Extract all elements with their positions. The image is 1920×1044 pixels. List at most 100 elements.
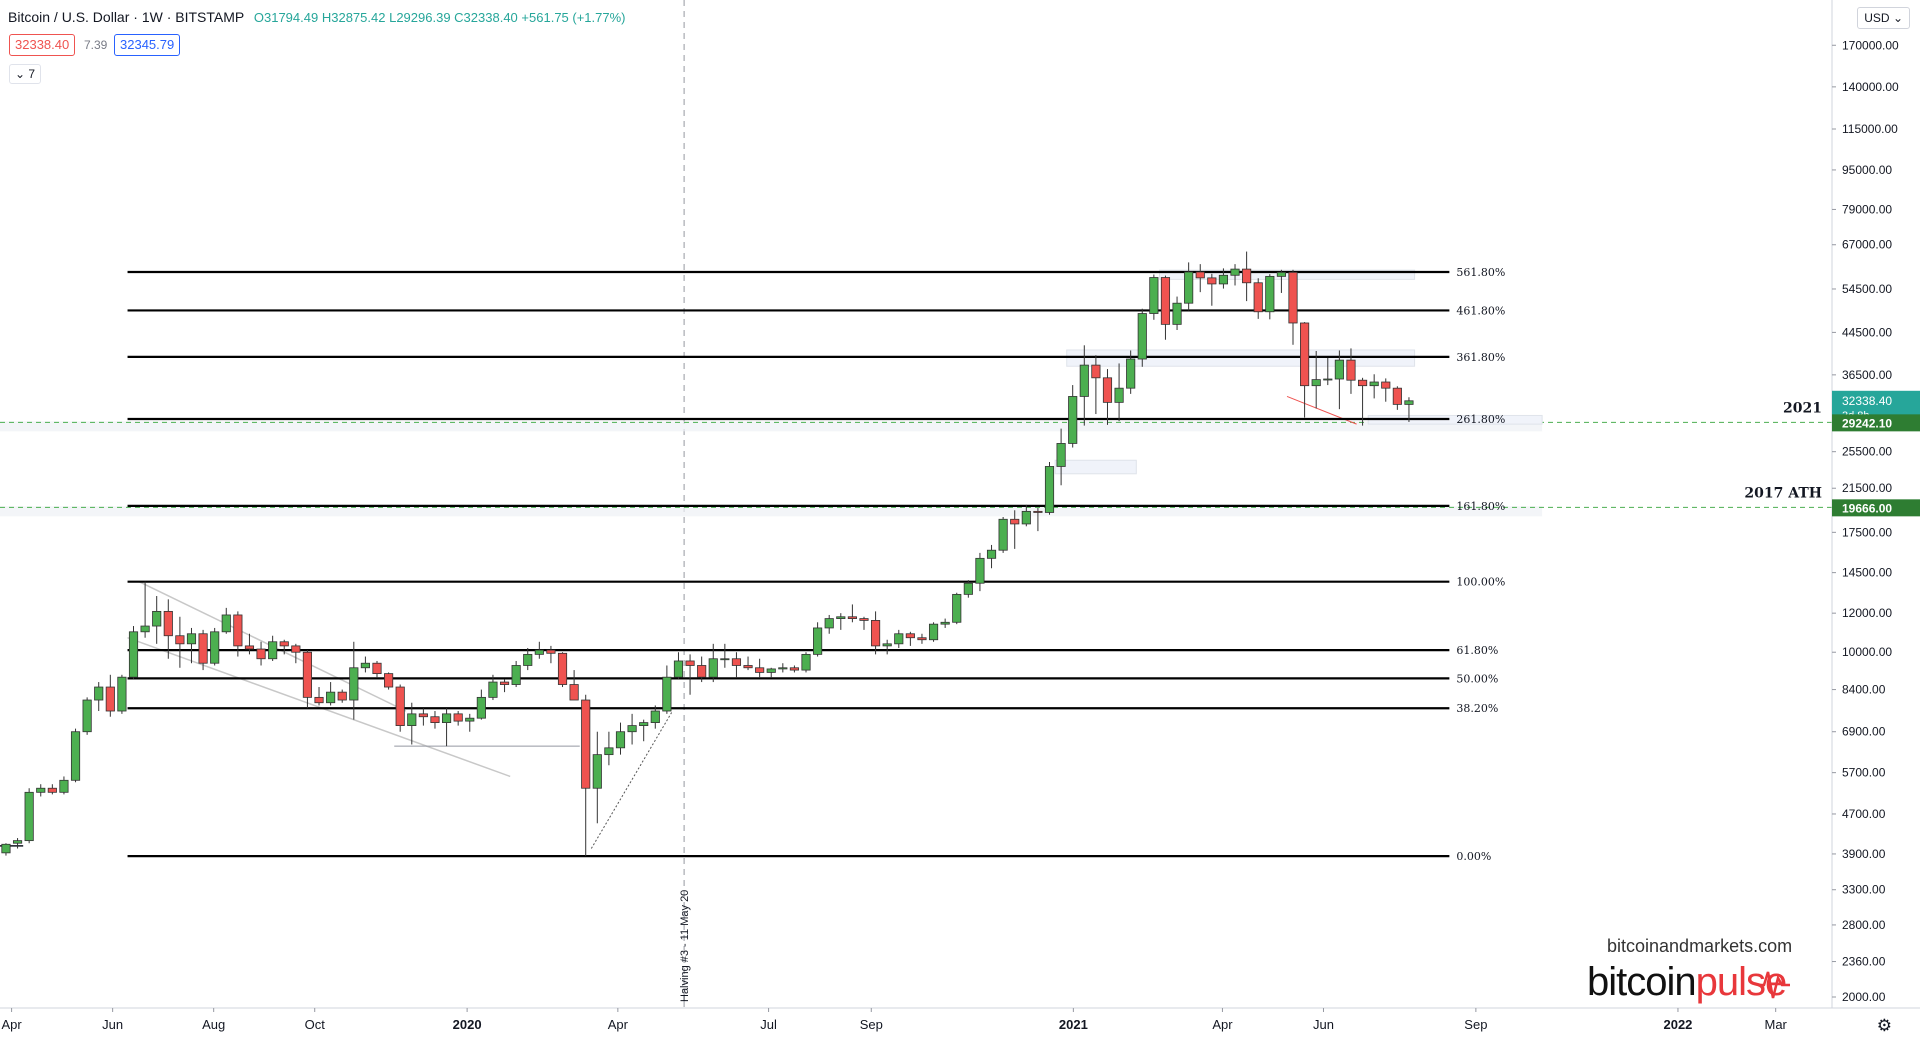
watermark-url: bitcoinandmarkets.com bbox=[1607, 936, 1793, 956]
candle bbox=[952, 592, 962, 625]
candle bbox=[140, 581, 150, 638]
fib-level-label: 361.80% bbox=[1456, 351, 1505, 364]
candle bbox=[975, 552, 985, 592]
candle-body bbox=[871, 620, 881, 647]
candle bbox=[94, 682, 104, 712]
open-value: O31794.49 bbox=[253, 10, 319, 25]
candle-body bbox=[453, 713, 463, 722]
candle bbox=[221, 607, 231, 634]
chevron-down-icon: ⌄ bbox=[1892, 11, 1903, 25]
sell-button[interactable]: 32338.40 bbox=[9, 34, 76, 56]
fib-level-label: 161.80% bbox=[1456, 500, 1505, 513]
candle-body bbox=[963, 582, 973, 595]
price-tick-label: 115000.00 bbox=[1842, 122, 1898, 136]
candle bbox=[882, 639, 892, 655]
candle-body bbox=[639, 722, 649, 726]
chevron-down-icon: ⌄ bbox=[15, 67, 26, 81]
candle-body bbox=[1195, 271, 1205, 279]
candle bbox=[47, 784, 57, 795]
candle-body bbox=[1369, 381, 1379, 387]
candle bbox=[755, 658, 765, 678]
price-tick-label: 3300.00 bbox=[1842, 883, 1886, 897]
time-tick-label: Jul bbox=[760, 1017, 777, 1032]
candle bbox=[1392, 386, 1402, 410]
marker-zone bbox=[0, 421, 1543, 432]
candle-body bbox=[1265, 275, 1275, 313]
price-tick-label: 2800.00 bbox=[1842, 918, 1886, 932]
logo-text-pulse: pulse bbox=[1695, 960, 1788, 1004]
candle-body bbox=[82, 699, 92, 733]
candle-body bbox=[314, 696, 324, 704]
candle-body bbox=[894, 633, 904, 645]
candle bbox=[1230, 264, 1240, 286]
candle-body bbox=[615, 731, 626, 749]
candle bbox=[1137, 308, 1147, 367]
candle-body bbox=[1021, 510, 1031, 525]
candle-body bbox=[268, 641, 278, 660]
time-tick-label: Apr bbox=[1, 1017, 22, 1032]
candle-body bbox=[1230, 268, 1240, 276]
symbol-title[interactable]: Bitcoin / U.S. Dollar · 1W · BITSTAMP bbox=[8, 9, 244, 25]
candle bbox=[1334, 350, 1344, 410]
candle-body bbox=[128, 631, 139, 678]
candle bbox=[639, 719, 649, 742]
candle bbox=[1276, 269, 1286, 293]
candle bbox=[894, 629, 904, 648]
candle-body bbox=[1137, 313, 1147, 360]
candle-body bbox=[697, 665, 707, 678]
candle-body bbox=[59, 779, 69, 793]
candle bbox=[1195, 264, 1205, 293]
candle bbox=[186, 627, 197, 664]
price-tick-label: 44500.00 bbox=[1842, 325, 1892, 339]
candle bbox=[441, 708, 452, 747]
candle bbox=[986, 544, 997, 569]
indicator-toggle[interactable]: ⌄ 7 bbox=[9, 64, 42, 84]
candle-body bbox=[1044, 466, 1055, 513]
candle-body bbox=[604, 747, 614, 756]
candle-body bbox=[662, 676, 672, 712]
candle bbox=[1369, 374, 1379, 399]
candle-body bbox=[233, 614, 243, 647]
candle-body bbox=[859, 618, 869, 621]
candle bbox=[627, 713, 637, 745]
price-tick-label: 2000.00 bbox=[1842, 990, 1886, 1004]
candle-body bbox=[36, 787, 46, 793]
candle-body bbox=[105, 686, 115, 712]
candle-body bbox=[905, 633, 915, 639]
candle-body bbox=[349, 667, 359, 701]
candle-body bbox=[975, 557, 985, 584]
candle-body bbox=[592, 754, 602, 789]
candle bbox=[1033, 508, 1043, 532]
time-axis: Apr Jun Aug Oct 2020 Apr Jul Sep 2021 Apr Jun Sep 20… bbox=[0, 1007, 1920, 1044]
gear-icon[interactable]: ⚙ bbox=[1876, 1016, 1892, 1035]
candle-body bbox=[731, 658, 742, 666]
price-tick-label: 8400.00 bbox=[1842, 683, 1886, 697]
candle bbox=[871, 611, 881, 655]
time-tick-label: Sep bbox=[860, 1017, 883, 1032]
currency-select[interactable]: USD ⌄ bbox=[1857, 7, 1910, 29]
candle bbox=[1021, 504, 1031, 527]
price-tick-label: 36500.00 bbox=[1842, 368, 1892, 382]
symbol-header: Bitcoin / U.S. Dollar · 1W · BITSTAMP O3… bbox=[8, 9, 626, 25]
candle-body bbox=[1056, 443, 1066, 467]
candle bbox=[430, 711, 440, 729]
candle bbox=[662, 665, 672, 714]
candle bbox=[210, 627, 220, 666]
candle bbox=[592, 731, 602, 824]
candle-body bbox=[627, 725, 637, 733]
candle-body bbox=[534, 649, 544, 655]
candle bbox=[708, 643, 718, 683]
candle-body bbox=[1160, 277, 1171, 325]
buy-button[interactable]: 32345.79 bbox=[114, 34, 181, 56]
candle-body bbox=[395, 686, 405, 726]
candle bbox=[836, 613, 846, 630]
candle bbox=[685, 654, 695, 695]
candle-body bbox=[441, 713, 452, 723]
candle-body bbox=[824, 618, 834, 629]
candle-body bbox=[986, 549, 997, 559]
candle-body bbox=[94, 686, 104, 701]
candle bbox=[476, 689, 486, 720]
candle-body bbox=[1172, 302, 1182, 325]
candle bbox=[1160, 275, 1171, 340]
